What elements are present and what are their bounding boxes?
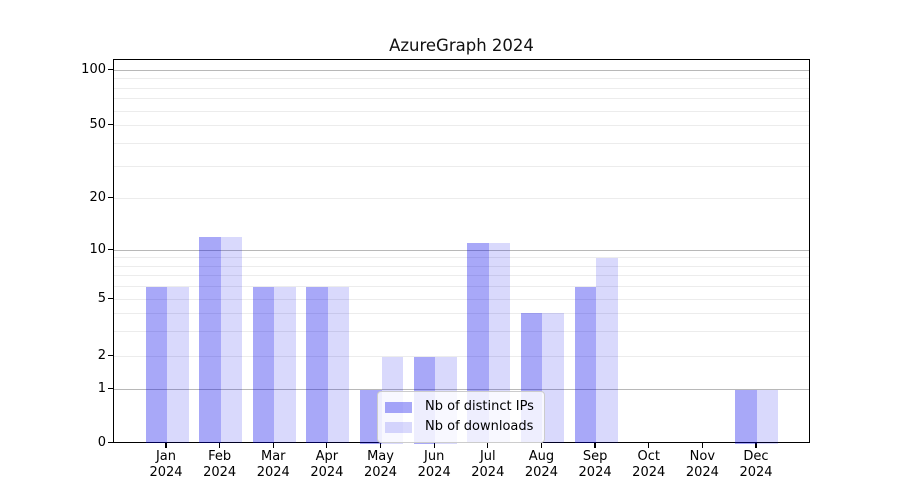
x-tick-label: Aug 2024 bbox=[524, 449, 558, 480]
x-tick-mark bbox=[165, 443, 167, 448]
x-tick-label: Sep 2024 bbox=[578, 449, 612, 480]
bar-distinct-ips bbox=[735, 389, 757, 444]
y-tick-mark bbox=[108, 355, 113, 357]
bar-downloads bbox=[327, 286, 350, 444]
bar-distinct-ips bbox=[360, 389, 382, 444]
gridline-minor bbox=[114, 299, 809, 300]
y-tick-label: 1 bbox=[97, 380, 106, 396]
y-tick-label: 2 bbox=[97, 347, 106, 363]
bar-downloads bbox=[596, 257, 618, 444]
legend: Nb of distinct IPs Nb of downloads bbox=[377, 391, 545, 443]
y-tick-label: 20 bbox=[89, 189, 106, 205]
gridline-minor bbox=[114, 87, 809, 89]
chart-title: AzureGraph 2024 bbox=[389, 36, 534, 55]
y-tick-label: 10 bbox=[89, 241, 106, 257]
gridline-minor bbox=[114, 78, 809, 80]
bar-downloads bbox=[756, 389, 779, 444]
bar-downloads bbox=[542, 313, 564, 444]
gridline-minor bbox=[114, 142, 809, 144]
gridline-minor bbox=[114, 286, 809, 288]
y-tick-label: 5 bbox=[97, 290, 106, 306]
gridline-minor bbox=[114, 125, 809, 126]
x-tick-mark bbox=[219, 443, 221, 448]
x-tick-mark bbox=[755, 443, 757, 448]
gridline-major bbox=[114, 250, 809, 251]
gridline-minor bbox=[114, 330, 809, 332]
x-tick-label: Jun 2024 bbox=[417, 449, 451, 480]
x-tick-label: Nov 2024 bbox=[685, 449, 719, 480]
x-tick-mark bbox=[379, 443, 382, 448]
gridline-minor bbox=[114, 110, 809, 112]
gridline-minor bbox=[114, 165, 809, 167]
x-tick-label: Jul 2024 bbox=[471, 449, 505, 480]
y-tick-mark bbox=[108, 69, 113, 71]
bar-distinct-ips bbox=[574, 286, 597, 444]
x-tick-mark bbox=[648, 443, 650, 448]
bar-downloads bbox=[274, 286, 296, 444]
legend-item: Nb of downloads bbox=[385, 417, 536, 437]
gridline-major bbox=[114, 389, 809, 390]
y-tick-label: 50 bbox=[89, 116, 106, 132]
x-tick-mark bbox=[326, 443, 328, 448]
gridline-minor bbox=[114, 265, 809, 267]
gridline-minor bbox=[114, 198, 809, 199]
x-tick-mark bbox=[540, 443, 543, 448]
x-tick-label: Dec 2024 bbox=[739, 449, 773, 480]
legend-label: Nb of distinct IPs bbox=[425, 399, 534, 414]
gridline-minor bbox=[114, 257, 809, 259]
x-tick-label: May 2024 bbox=[363, 449, 398, 480]
legend-label: Nb of downloads bbox=[425, 419, 534, 434]
y-tick-mark bbox=[108, 124, 113, 126]
y-tick-mark bbox=[108, 388, 113, 390]
gridline-minor bbox=[114, 312, 809, 314]
y-tick-mark bbox=[108, 197, 113, 199]
gridline-minor bbox=[114, 356, 809, 357]
x-tick-mark bbox=[433, 443, 435, 448]
x-tick-label: Feb 2024 bbox=[203, 449, 237, 480]
legend-swatch bbox=[385, 421, 412, 433]
gridline-minor bbox=[114, 275, 809, 277]
bar-distinct-ips bbox=[306, 286, 328, 444]
x-tick-label: Jan 2024 bbox=[149, 449, 183, 480]
x-tick-mark bbox=[487, 443, 489, 448]
bar-distinct-ips bbox=[199, 236, 221, 444]
gridline-major bbox=[114, 70, 809, 71]
x-tick-label: Oct 2024 bbox=[632, 449, 666, 480]
x-tick-mark bbox=[594, 443, 596, 448]
bar-downloads bbox=[167, 286, 189, 444]
y-tick-label: 0 bbox=[97, 434, 106, 450]
legend-swatch bbox=[385, 401, 412, 413]
gridline-minor bbox=[114, 98, 809, 100]
bar-distinct-ips bbox=[252, 286, 275, 444]
x-tick-label: Apr 2024 bbox=[310, 449, 344, 480]
bar-distinct-ips bbox=[145, 286, 167, 444]
y-tick-label: 100 bbox=[81, 61, 106, 77]
y-tick-mark bbox=[108, 249, 113, 251]
x-tick-label: Mar 2024 bbox=[256, 449, 290, 480]
x-tick-mark bbox=[701, 443, 703, 448]
y-tick-mark bbox=[108, 298, 113, 300]
y-tick-mark bbox=[108, 442, 113, 444]
legend-item: Nb of distinct IPs bbox=[385, 397, 536, 417]
bar-downloads bbox=[220, 236, 243, 444]
plot-area bbox=[113, 59, 810, 444]
x-tick-mark bbox=[272, 443, 274, 448]
